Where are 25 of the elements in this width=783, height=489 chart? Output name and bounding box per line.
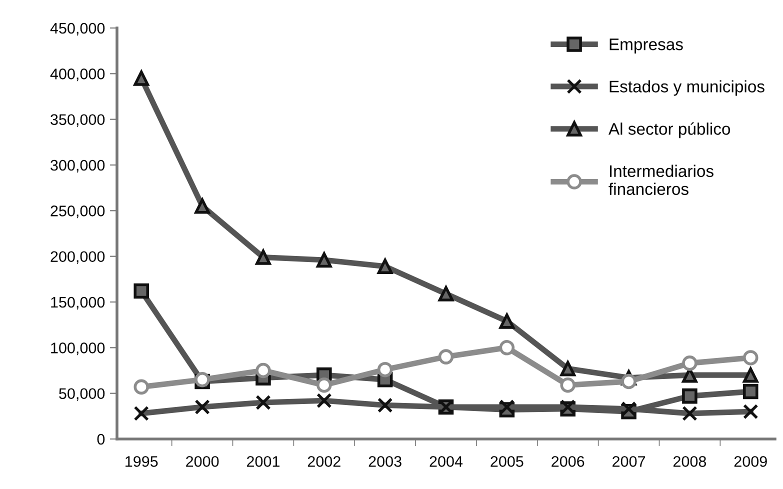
x-tick-label: 2001 <box>247 456 280 467</box>
y-tick-label: 350,000 <box>50 114 105 127</box>
x-tick-label: 2008 <box>673 456 706 467</box>
legend-label: Intermediarios financieros <box>608 164 714 195</box>
y-tick-label: 100,000 <box>51 342 105 356</box>
y-tick-label: 400,000 <box>50 68 105 82</box>
y-tick-label: 200,000 <box>50 251 105 264</box>
x-tick-label: 2007 <box>612 456 646 467</box>
x-tick-label: 2006 <box>552 456 584 467</box>
legend-label: Estados y municipios <box>610 80 764 96</box>
y-tick-label: 450,000 <box>50 22 105 36</box>
x-tick-label: 1995 <box>126 456 158 467</box>
legend-label: Al sector público <box>608 122 730 138</box>
y-tick-label: 250,000 <box>50 206 105 218</box>
x-tick-label: 2005 <box>490 456 524 467</box>
x-tick-label: 2002 <box>308 456 340 467</box>
y-tick-label: 0 <box>97 434 105 445</box>
y-tick-label: 300,000 <box>50 160 105 172</box>
x-tick-label: 2009 <box>734 456 767 467</box>
y-tick-label: 50,000 <box>59 388 105 401</box>
x-tick-label: 2000 <box>186 456 219 467</box>
legend-label: Empresas <box>610 38 683 54</box>
x-tick-label: 2004 <box>430 456 463 467</box>
y-tick-label: 150,000 <box>51 296 105 310</box>
x-tick-label: 2003 <box>368 456 402 467</box>
